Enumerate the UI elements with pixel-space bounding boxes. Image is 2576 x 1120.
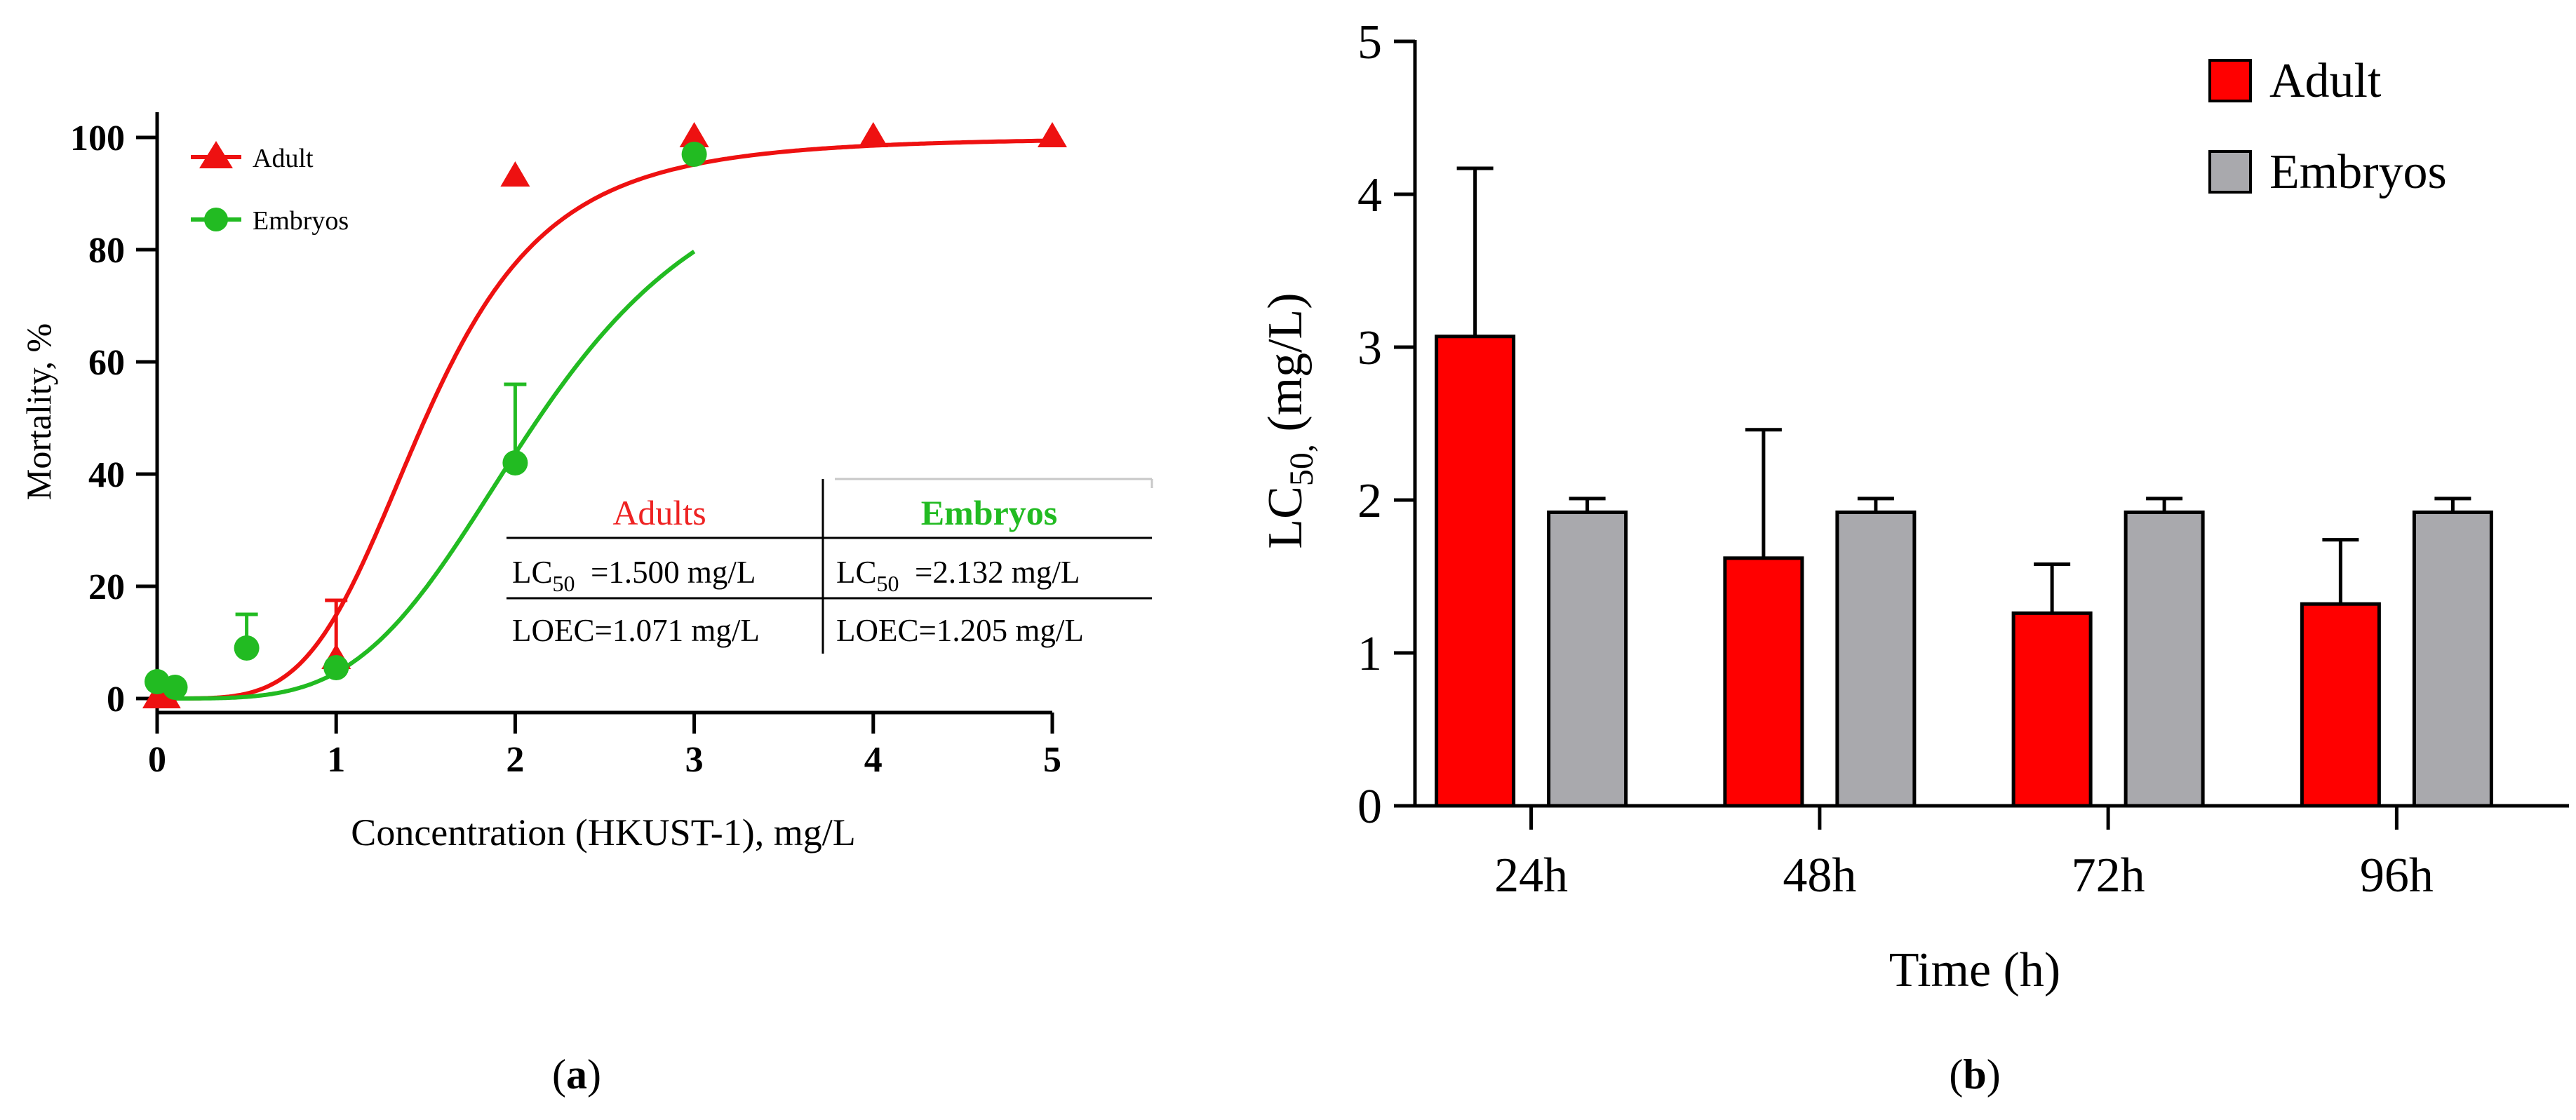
a-point-adult — [679, 122, 709, 147]
a-legend-embryos-label: Embryos — [253, 206, 349, 236]
b-x-tick-label-48h: 48h — [1783, 849, 1856, 903]
a-table-lc50-adult-sub: 50 — [553, 571, 575, 596]
a-fit-curve-embryos — [157, 250, 696, 701]
b-bar-adult-48h — [1723, 556, 1804, 808]
b-panel-letter: b — [1963, 1051, 1986, 1098]
a-table-header-adults: Adults — [612, 493, 706, 532]
b-bar-embryos-48h — [1835, 510, 1917, 808]
b-bar-embryos-24h — [1547, 510, 1628, 808]
b-y-axis-title: LC50, (mg/L) — [1259, 292, 1320, 548]
a-table-loec-embryo: LOEC=1.205 mg/L — [836, 613, 1084, 648]
b-bar-embryos-72h — [2124, 510, 2205, 808]
a-x-tick-label-5: 5 — [1043, 740, 1061, 780]
b-panel-label: (b) — [1949, 1051, 2000, 1098]
a-fit-curve-adult — [157, 138, 1053, 701]
b-x-axis-title: Time (h) — [1889, 943, 2060, 997]
a-x-tick-label-2: 2 — [506, 740, 524, 780]
a-point-embryos — [234, 635, 260, 661]
b-y-tick-label-3: 3 — [1357, 321, 1382, 375]
a-table-lc50-embryo-value: =2.132 mg/L — [899, 555, 1080, 590]
a-panel-letter: a — [566, 1051, 587, 1098]
a-y-tick-label-80: 80 — [88, 231, 125, 271]
a-inset-table: Adults Embryos LC50 =1.500 mg/L LC50 =2.… — [507, 478, 1153, 654]
b-y-tick-label-0: 0 — [1357, 780, 1382, 834]
b-legend-adult-label: Adult — [2269, 54, 2382, 108]
a-data-points — [142, 122, 1067, 708]
a-table-lc50-embryo-sub: 50 — [877, 571, 899, 596]
b-bar-adult-24h — [1435, 335, 1516, 808]
a-y-axis-ticks: 0 20 40 60 80 100 — [70, 119, 157, 720]
a-y-tick-label-0: 0 — [107, 680, 125, 720]
b-x-tick-label-96h: 96h — [2360, 849, 2434, 903]
a-table-loec-adult: LOEC=1.071 mg/L — [512, 613, 760, 648]
a-y-axis-title: Mortality, % — [19, 323, 58, 500]
panel-b: 0 1 2 3 4 5 24h 48h 72h 96h Adult Embryos LC50, … — [1259, 15, 2569, 1098]
a-point-adult — [1038, 122, 1067, 147]
b-y-tick-label-1: 1 — [1357, 627, 1382, 681]
b-y-tick-label-2: 2 — [1357, 474, 1382, 528]
b-y-axis-title-suffix: (mg/L) — [1259, 292, 1313, 444]
a-x-axis-title: Concentration (HKUST-1), mg/L — [351, 811, 855, 854]
b-x-axis-ticks: 24h 48h 72h 96h — [1494, 806, 2434, 903]
a-panel-label: (a) — [552, 1051, 601, 1098]
a-legend: Adult Embryos — [191, 141, 349, 236]
a-table-lc50-adult: LC50 =1.500 mg/L — [512, 555, 756, 596]
a-legend-adult-label: Adult — [253, 144, 314, 173]
b-bar-adult-96h — [2300, 602, 2381, 808]
a-x-axis-ticks: 0 1 2 3 4 5 — [148, 713, 1061, 780]
a-table-lc50-embryo-prefix: LC — [836, 555, 877, 590]
a-y-tick-label-100: 100 — [70, 119, 125, 158]
a-fit-curves — [157, 138, 1053, 701]
b-y-axis-ticks: 0 1 2 3 4 5 — [1357, 15, 1415, 834]
a-legend-adult-marker — [199, 141, 233, 168]
b-x-tick-label-72h: 72h — [2072, 849, 2145, 903]
b-legend-adult-swatch — [2208, 59, 2252, 102]
b-legend-embryos-label: Embryos — [2269, 145, 2447, 199]
a-x-tick-label-1: 1 — [327, 740, 345, 780]
a-x-tick-label-0: 0 — [148, 740, 166, 780]
a-point-embryos — [681, 142, 707, 167]
a-table-header-embryos: Embryos — [921, 493, 1057, 532]
b-y-tick-label-5: 5 — [1357, 15, 1382, 69]
a-point-adult — [858, 122, 888, 147]
a-point-embryos — [162, 675, 188, 700]
a-table-lc50-embryo: LC50 =2.132 mg/L — [836, 555, 1080, 596]
b-y-axis-title-sub: 50, — [1283, 444, 1320, 486]
b-legend-embryos-swatch — [2208, 150, 2252, 194]
a-y-tick-label-20: 20 — [88, 567, 125, 607]
panel-a: 0 20 40 60 80 100 0 1 2 3 4 5 Adult Embryos Adults… — [19, 112, 1153, 1098]
b-legend: Adult Embryos — [2208, 54, 2447, 199]
a-legend-embryos-marker — [204, 208, 228, 231]
b-bar-embryos-96h — [2412, 510, 2493, 808]
b-x-tick-label-24h: 24h — [1494, 849, 1568, 903]
b-bar-adult-72h — [2011, 611, 2093, 808]
b-y-tick-label-4: 4 — [1357, 168, 1382, 222]
a-table-lc50-adult-value: =1.500 mg/L — [575, 555, 756, 590]
a-table-lc50-adult-prefix: LC — [512, 555, 553, 590]
a-x-tick-label-4: 4 — [864, 740, 883, 780]
b-y-axis-title-prefix: LC — [1259, 486, 1313, 548]
a-y-tick-label-40: 40 — [88, 455, 125, 495]
a-y-tick-label-60: 60 — [88, 343, 125, 383]
b-bars — [1435, 166, 2493, 808]
a-point-embryos — [323, 655, 349, 680]
a-point-embryos — [502, 450, 528, 475]
a-point-adult — [500, 161, 530, 187]
a-x-tick-label-3: 3 — [685, 740, 704, 780]
